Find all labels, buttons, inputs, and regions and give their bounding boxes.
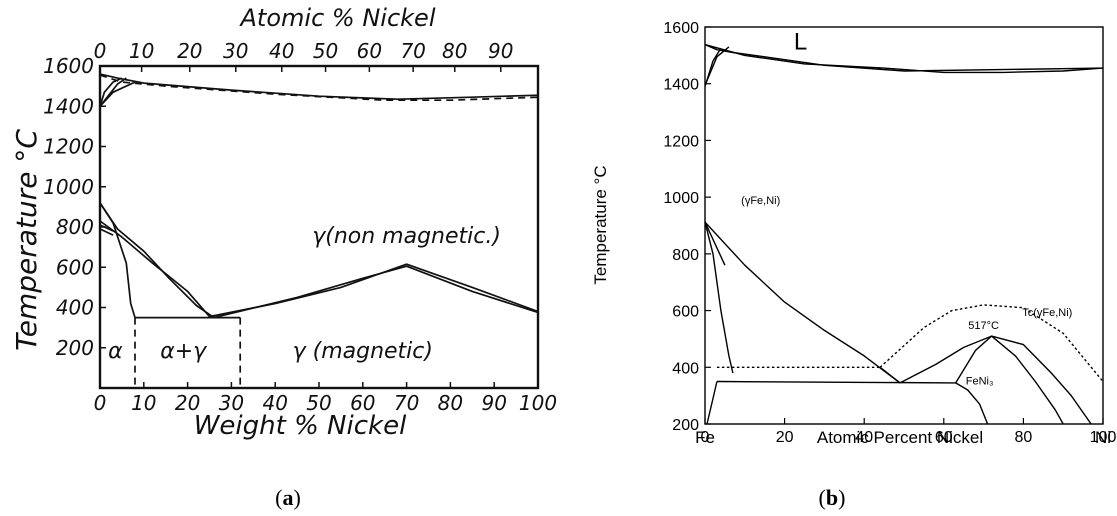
chart-a-svg: Atomic % Nickel 0 10 20 30 40 50 60 70 80 90 0 10 2… — [10, 4, 557, 510]
chart-b-y-tick-label: 200 — [672, 417, 699, 434]
chart-b-series-line — [706, 381, 718, 424]
chart-a-region-label: α — [108, 339, 123, 364]
chart-a-series-line — [99, 202, 136, 318]
chart-b-y-axis-label: Temperature °C — [591, 165, 610, 284]
chart-a-region-label: γ(non magnetic.) — [312, 224, 501, 249]
chart-a-y-tick-label: 200 — [56, 336, 94, 360]
chart-a-top-tick-label: 10 — [129, 39, 154, 63]
chart-a-series-line — [209, 263, 539, 318]
chart-b-y-tick-label: 400 — [672, 360, 699, 377]
chart-a-series-line — [99, 81, 136, 107]
chart-b-series-line — [705, 221, 726, 266]
chart-a-top-axis-label: Atomic % Nickel — [239, 4, 436, 32]
chart-a-x-tick-label: 100 — [519, 391, 557, 415]
chart-b-series-line — [879, 366, 901, 384]
chart-b-y-tick-label: 1000 — [663, 190, 699, 207]
chart-b-series-line — [899, 335, 1092, 424]
chart-b-series-line — [955, 382, 989, 424]
chart-a-x-tick-label: 60 — [350, 391, 375, 415]
chart-a-series-line — [99, 74, 539, 102]
chart-b-y-tick-label: 1600 — [663, 20, 699, 37]
chart-b-series-line — [879, 304, 1103, 382]
chart-a-series-line — [99, 220, 211, 318]
chart-a-y-axis-label: Temperature °C — [10, 129, 43, 351]
chart-b-region-label: Tc(γFe,Ni) — [1022, 307, 1072, 319]
chart-b-y-tick-label: 800 — [672, 247, 699, 264]
chart-b-x-end-left: Fe — [695, 428, 715, 447]
chart-a-top-tick-label: 60 — [357, 39, 382, 63]
chart-b-region-label: FeNi₃ — [966, 375, 994, 387]
chart-a-series-line — [99, 224, 114, 232]
chart-b-region-label: (γFe,Ni) — [741, 195, 780, 207]
chart-b-x-tick-label: 20 — [776, 429, 794, 446]
chart-b-y-tick-label: 1200 — [663, 133, 699, 150]
chart-a-series-line — [99, 73, 539, 101]
chart-b-series-line — [705, 43, 1103, 74]
chart-a-y-tick-label: 1200 — [43, 135, 94, 159]
panel-b: 0 20 40 60 80 100 200 400 600 800 1000 1200 1400 160… — [580, 0, 1117, 516]
chart-a-x-tick-label: 20 — [175, 391, 200, 415]
chart-b-series-line — [705, 221, 901, 384]
chart-a-y-tick-label: 1400 — [43, 94, 94, 118]
chart-b-series-line — [955, 335, 1064, 424]
chart-a-x-tick-label: 50 — [306, 391, 331, 415]
chart-a-region-label: α+γ — [160, 339, 207, 364]
chart-b-x-tick-label: 80 — [1015, 429, 1033, 446]
chart-b-y-tick-label: 1400 — [663, 77, 699, 94]
chart-b-series-line — [705, 43, 1103, 72]
chart-a-top-tick-label: 20 — [177, 39, 202, 63]
chart-a-region-label: γ (magnetic) — [293, 339, 433, 364]
chart-a-x-tick-label: 70 — [394, 391, 419, 415]
chart-a-series-line — [99, 202, 215, 319]
chart-b-x-tick-label: 60 — [935, 429, 953, 446]
panel-a-caption: (a) — [275, 485, 301, 510]
chart-b-region-label: 517°C — [968, 320, 999, 332]
chart-b-x-axis-label: Atomic Percent Nickel — [817, 428, 983, 447]
chart-a-top-tick-label: 40 — [269, 39, 294, 63]
chart-b-plot-frame — [704, 26, 1104, 425]
chart-b-x-tick-label: 0 — [701, 429, 710, 446]
panel-b-caption: (b) — [819, 485, 846, 510]
chart-a-x-tick-label: 30 — [219, 391, 244, 415]
chart-b-y-tick-label: 600 — [672, 304, 699, 321]
chart-b-x-tick-label: 100 — [1090, 429, 1117, 446]
chart-b-series-line — [705, 221, 734, 374]
chart-a-series-line — [213, 265, 539, 319]
chart-a-y-tick-label: 1000 — [43, 175, 94, 199]
chart-b-x-tick-label: 40 — [855, 429, 873, 446]
chart-a-x-tick-label: 40 — [262, 391, 287, 415]
chart-a-y-tick-label: 800 — [56, 215, 94, 239]
chart-a-x-tick-label: 80 — [438, 391, 463, 415]
chart-a-top-tick-label: 0 — [94, 39, 107, 63]
chart-a-x-tick-label: 10 — [131, 391, 156, 415]
chart-a-top-tick-label: 90 — [488, 39, 513, 63]
chart-a-top-tick-label: 50 — [313, 39, 338, 63]
chart-b-series-line — [716, 380, 956, 384]
chart-a-y-tick-label: 400 — [56, 296, 94, 320]
chart-b-region-label: L — [794, 29, 807, 56]
chart-a-y-tick-label: 1600 — [43, 54, 94, 78]
chart-b-x-end-right: Ni — [1095, 428, 1111, 447]
chart-a-x-axis-label: Weight % Nickel — [194, 411, 407, 441]
chart-a-x-tick-label: 90 — [481, 391, 506, 415]
chart-a-x-tick-label: 0 — [94, 391, 107, 415]
chart-a-series-line — [99, 228, 114, 236]
chart-a-top-tick-label: 70 — [400, 39, 425, 63]
chart-a-top-tick-label: 80 — [442, 39, 467, 63]
chart-a-y-tick-label: 600 — [56, 255, 94, 279]
panel-a: Atomic % Nickel 0 10 20 30 40 50 60 70 80 90 0 10 2… — [10, 4, 557, 510]
chart-b-svg: 0 20 40 60 80 100 200 400 600 800 1000 1200 1400 160… — [591, 20, 1117, 510]
chart-b-series-line — [705, 46, 730, 86]
chart-a-series-line — [99, 77, 123, 107]
chart-a-top-tick-label: 30 — [223, 39, 248, 63]
